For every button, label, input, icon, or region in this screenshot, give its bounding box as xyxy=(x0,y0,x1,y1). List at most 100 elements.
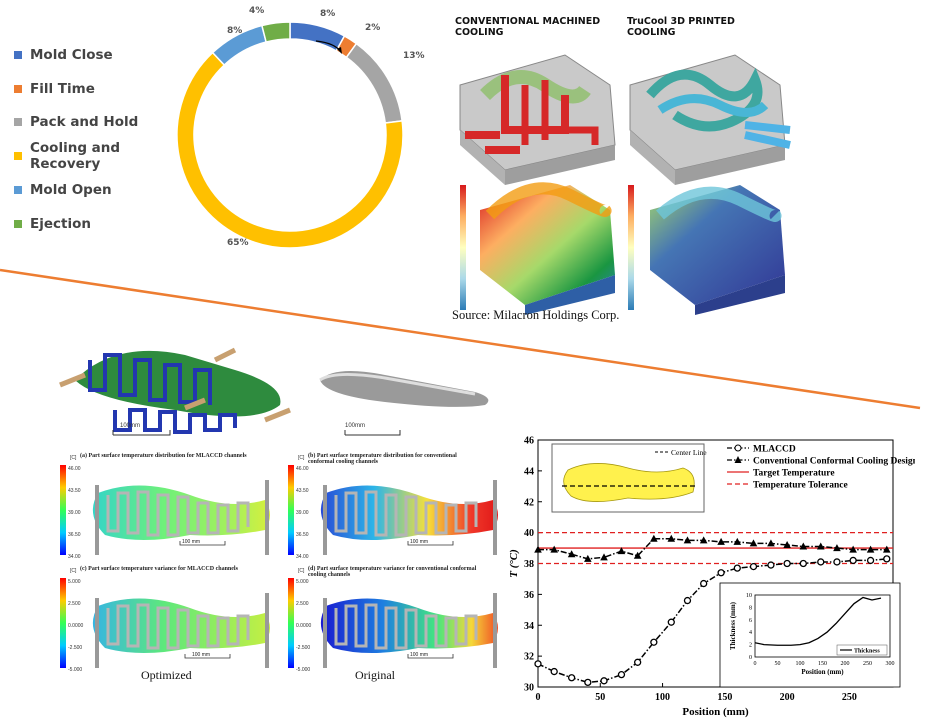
conventional-mold-image xyxy=(459,54,616,185)
donut-slice xyxy=(260,21,291,43)
thickness-x-tick-label: 250 xyxy=(863,661,872,667)
mlaccd-point xyxy=(584,678,592,687)
y-tick-label: 36 xyxy=(524,590,534,601)
colorbar-tick-label: 46.00 xyxy=(296,466,309,472)
colorbar-tick-label: 2.500 xyxy=(296,601,309,607)
thickness-legend-box xyxy=(836,644,888,656)
y-tick-label: 40 xyxy=(524,528,534,539)
colorbar-tick-label: 36.50 xyxy=(68,532,81,538)
thickness-x-tick-label: 0 xyxy=(754,661,757,667)
mlaccd-point xyxy=(866,556,875,565)
colorbar-tick-label: 0.0000 xyxy=(68,623,84,629)
conventional-cooling-title: CONVENTIONAL MACHINED COOLING xyxy=(455,16,601,38)
thickness-x-tick-label: 300 xyxy=(886,661,895,667)
trucool-thermal-image xyxy=(628,185,785,315)
legend-label: Fill Time xyxy=(30,80,95,97)
colorbar-tick-label: 34.00 xyxy=(68,554,81,560)
conventional-point xyxy=(683,536,692,544)
x-tick-label: 0 xyxy=(536,692,541,703)
donut-data-label: 8% xyxy=(320,9,335,19)
thickness-y-tick-label: 8 xyxy=(749,605,752,611)
conventional-point xyxy=(833,544,841,552)
mold-cooling-images xyxy=(459,54,791,315)
thickness-inset xyxy=(719,582,901,688)
conventional-point xyxy=(799,542,808,550)
colorbar-tick-label: -5.000 xyxy=(296,667,311,673)
y-tick-label: 34 xyxy=(524,621,534,632)
mlaccd-point xyxy=(717,569,725,577)
panel-d-title: (d) Part surface temperature variance fo… xyxy=(308,566,477,578)
y-tick-label: 38 xyxy=(524,559,534,570)
scale-label-left: 100mm xyxy=(120,423,141,429)
x-tick-label: 50 xyxy=(595,692,605,703)
x-tick-label: 200 xyxy=(780,692,795,703)
temperature-line-chart: 0 50 100 150 200 250303234363840424446Positio… xyxy=(508,436,915,719)
cooling-channel-model xyxy=(59,347,291,434)
panel-c-title: (c) Part surface temperature variance fo… xyxy=(80,566,238,572)
colorbar-unit-d: [C] xyxy=(298,568,305,574)
insole-heatmaps xyxy=(60,465,498,668)
thickness-y-tick-label: 6 xyxy=(749,618,752,624)
insole-part-model xyxy=(319,371,489,407)
conventional-point xyxy=(534,545,542,553)
mlaccd-point xyxy=(633,658,642,666)
conventional-point xyxy=(717,537,725,545)
conventional-point xyxy=(550,545,558,553)
colorbar-tick-label: 34.00 xyxy=(296,554,309,560)
conventional-point xyxy=(617,547,626,555)
thickness-series-line xyxy=(754,596,882,646)
thickness-x-tick-label: 50 xyxy=(775,661,781,667)
mlaccd-point xyxy=(550,667,558,676)
donut-legend: Mold Close Fill Time Pack and Hold Cooling … xyxy=(14,38,189,241)
thickness-x-tick-label: 150 xyxy=(818,661,827,667)
inset-legend-label: Center Line xyxy=(671,448,707,457)
line-chart-legend: MLACCD Conventional Conformal Cooling Des… xyxy=(727,444,915,491)
legend-item: Fill Time xyxy=(14,72,189,106)
scale-bar-d: 100 mm xyxy=(410,652,429,658)
conventional-point xyxy=(783,540,791,548)
legend-item: Cooling and Recovery xyxy=(14,139,189,173)
x-axis-label: Position (mm) xyxy=(682,706,749,718)
legend-item: Ejection xyxy=(14,207,189,241)
legend-swatch xyxy=(14,219,22,228)
line-legend-label: Target Temperature xyxy=(753,469,835,479)
colorbar-unit-b: [C] xyxy=(298,455,305,461)
legend-swatch xyxy=(14,50,22,59)
legend-label: Mold Open xyxy=(30,182,112,199)
trucool-mold-image xyxy=(629,54,791,185)
conventional-point xyxy=(849,545,857,553)
conventional-point xyxy=(567,550,576,558)
colorbar-tick-label: 39.00 xyxy=(68,510,81,516)
conventional-point xyxy=(866,545,875,553)
thickness-legend-label: Thickness xyxy=(854,649,880,655)
conventional-point xyxy=(882,545,891,553)
mlaccd-series-line xyxy=(537,558,887,684)
donut-data-label: 8% xyxy=(227,26,242,36)
y-tick-label: 30 xyxy=(524,683,534,694)
legend-label: Pack and Hold xyxy=(30,114,139,131)
scale-bar-c: 100 mm xyxy=(192,652,211,658)
legend-marker xyxy=(734,444,742,452)
conventional-thermal-image xyxy=(460,182,615,315)
mlaccd-point xyxy=(683,596,692,605)
thickness-x-tick-label: 100 xyxy=(796,661,805,667)
colorbar-tick-label: -5.000 xyxy=(68,667,83,673)
legend-item: Mold Open xyxy=(14,173,189,207)
donut-slice xyxy=(345,42,403,124)
colorbar-tick-label: 0.0000 xyxy=(296,623,312,629)
thickness-y-tick-label: 0 xyxy=(749,655,752,661)
colorbar-tick-label: 39.00 xyxy=(296,510,309,516)
legend-item: Mold Close xyxy=(14,38,189,72)
donut-data-label: 2% xyxy=(365,23,380,33)
donut-data-label: 65% xyxy=(227,238,249,248)
original-caption: Original xyxy=(355,668,395,682)
colorbar-tick-label: 36.50 xyxy=(296,532,309,538)
conventional-point xyxy=(584,554,592,562)
y-tick-label: 46 xyxy=(524,436,534,447)
x-tick-label: 250 xyxy=(842,692,857,703)
line-legend-label: Conventional Conformal Cooling Design xyxy=(753,457,915,467)
mlaccd-point xyxy=(600,677,608,685)
colorbar-tick-label: 2.500 xyxy=(68,601,81,607)
conventional-point xyxy=(816,542,825,550)
donut-slice xyxy=(176,51,404,249)
